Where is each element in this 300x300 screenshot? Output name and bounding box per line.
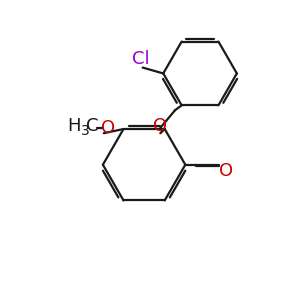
Text: 3: 3 [81,124,90,138]
Text: O: O [101,119,115,137]
Text: C: C [86,117,99,135]
Text: Cl: Cl [132,50,150,68]
Text: O: O [219,162,233,180]
Text: O: O [153,117,167,135]
Text: H: H [67,117,81,135]
